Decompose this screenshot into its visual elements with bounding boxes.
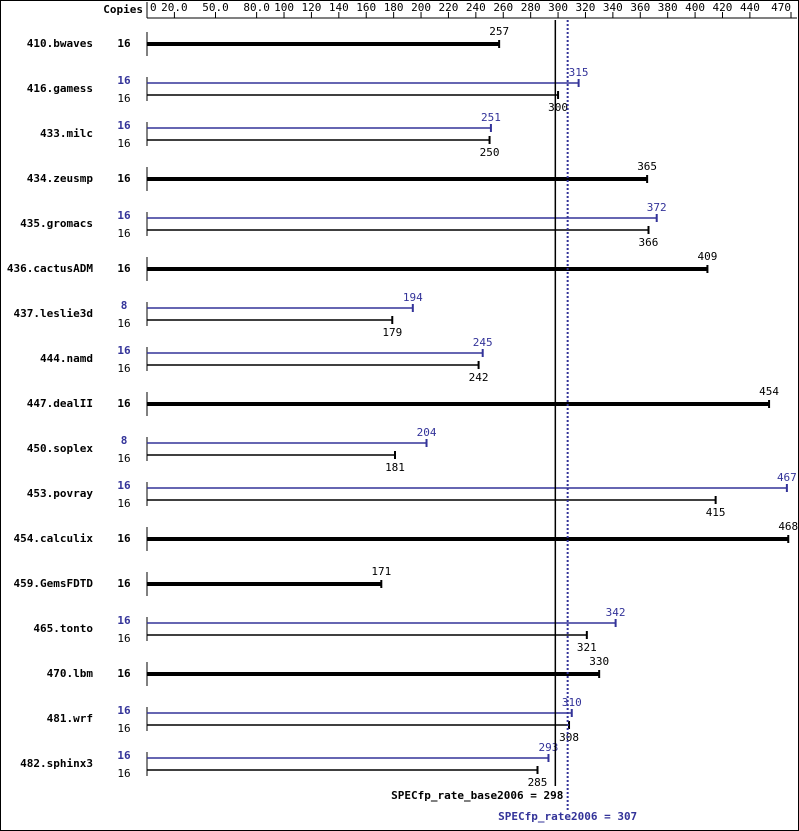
copies-label: 16 xyxy=(117,749,131,762)
copies-label: 16 xyxy=(117,632,130,645)
copies-label: 16 xyxy=(117,227,130,240)
x-tick-label: 470 xyxy=(771,1,791,14)
copies-label: 16 xyxy=(117,74,131,87)
value-label: 204 xyxy=(417,426,437,439)
copies-label: 8 xyxy=(121,434,128,447)
value-label: 300 xyxy=(548,101,568,114)
category-label: 410.bwaves xyxy=(27,37,93,50)
copies-label: 16 xyxy=(117,532,131,545)
category-label: 435.gromacs xyxy=(20,217,93,230)
value-label: 454 xyxy=(759,385,779,398)
category-label: 454.calculix xyxy=(14,532,94,545)
category-label: 434.zeusmp xyxy=(27,172,94,185)
copies-label: 16 xyxy=(117,362,130,375)
x-tick-label: 340 xyxy=(603,1,623,14)
category-label: 450.soplex xyxy=(27,442,94,455)
x-tick-label: 260 xyxy=(493,1,513,14)
x-tick-label: 300 xyxy=(548,1,568,14)
copies-header: Copies xyxy=(103,3,143,16)
x-tick-label: 100 xyxy=(274,1,294,14)
copies-label: 16 xyxy=(117,119,131,132)
category-label: 447.dealII xyxy=(27,397,93,410)
copies-label: 16 xyxy=(117,92,130,105)
copies-label: 16 xyxy=(117,262,131,275)
value-label: 181 xyxy=(385,461,405,474)
category-label: 437.leslie3d xyxy=(14,307,93,320)
category-label: 481.wrf xyxy=(47,712,93,725)
x-tick-label: 320 xyxy=(576,1,596,14)
copies-label: 16 xyxy=(117,722,130,735)
x-tick-label: 220 xyxy=(439,1,459,14)
summary-label: SPECfp_rate2006 = 307 xyxy=(498,810,637,823)
value-label: 372 xyxy=(647,201,667,214)
copies-label: 16 xyxy=(117,209,131,222)
category-label: 436.cactusADM xyxy=(7,262,93,275)
value-label: 251 xyxy=(481,111,501,124)
copies-label: 16 xyxy=(117,172,131,185)
value-label: 245 xyxy=(473,336,493,349)
category-label: 453.povray xyxy=(27,487,94,500)
copies-label: 16 xyxy=(117,37,131,50)
x-tick-label: 440 xyxy=(740,1,760,14)
value-label: 308 xyxy=(559,731,579,744)
category-label: 459.GemsFDTD xyxy=(14,577,94,590)
value-label: 467 xyxy=(777,471,797,484)
value-label: 409 xyxy=(697,250,717,263)
copies-label: 16 xyxy=(117,614,131,627)
value-label: 194 xyxy=(403,291,423,304)
copies-label: 16 xyxy=(117,317,130,330)
x-tick-label: 200 xyxy=(411,1,431,14)
category-label: 444.namd xyxy=(40,352,93,365)
copies-label: 8 xyxy=(121,299,128,312)
x-tick-label: 80.0 xyxy=(243,1,270,14)
x-tick-label: 120 xyxy=(301,1,321,14)
value-label: 285 xyxy=(528,776,548,789)
copies-label: 16 xyxy=(117,137,130,150)
value-label: 257 xyxy=(489,25,509,38)
x-tick-label: 0 xyxy=(150,1,157,14)
value-label: 179 xyxy=(382,326,402,339)
copies-label: 16 xyxy=(117,397,131,410)
value-label: 415 xyxy=(706,506,726,519)
value-label: 342 xyxy=(606,606,626,619)
value-label: 321 xyxy=(577,641,597,654)
value-label: 310 xyxy=(562,696,582,709)
copies-label: 16 xyxy=(117,497,130,510)
copies-label: 16 xyxy=(117,667,131,680)
x-tick-label: 400 xyxy=(685,1,705,14)
category-label: 482.sphinx3 xyxy=(20,757,93,770)
x-tick-label: 240 xyxy=(466,1,486,14)
x-tick-label: 160 xyxy=(356,1,376,14)
value-label: 468 xyxy=(778,520,798,533)
copies-label: 16 xyxy=(117,479,131,492)
x-tick-label: 420 xyxy=(713,1,733,14)
category-label: 433.milc xyxy=(40,127,93,140)
value-label: 366 xyxy=(639,236,659,249)
x-tick-label: 180 xyxy=(384,1,404,14)
value-label: 293 xyxy=(539,741,559,754)
copies-label: 16 xyxy=(117,704,131,717)
category-label: 470.lbm xyxy=(47,667,94,680)
x-tick-label: 140 xyxy=(329,1,349,14)
value-label: 242 xyxy=(469,371,489,384)
copies-label: 16 xyxy=(117,577,131,590)
copies-label: 16 xyxy=(117,344,131,357)
category-label: 465.tonto xyxy=(33,622,93,635)
value-label: 171 xyxy=(371,565,391,578)
x-tick-label: 280 xyxy=(521,1,541,14)
copies-label: 16 xyxy=(117,767,130,780)
value-label: 330 xyxy=(589,655,609,668)
x-tick-label: 20.0 xyxy=(161,1,188,14)
value-label: 250 xyxy=(480,146,500,159)
summary-label: SPECfp_rate_base2006 = 298 xyxy=(391,789,563,802)
copies-label: 16 xyxy=(117,452,130,465)
value-label: 315 xyxy=(569,66,589,79)
category-label: 416.gamess xyxy=(27,82,93,95)
x-tick-label: 360 xyxy=(630,1,650,14)
x-tick-label: 380 xyxy=(658,1,678,14)
x-tick-label: 50.0 xyxy=(202,1,229,14)
value-label: 365 xyxy=(637,160,657,173)
